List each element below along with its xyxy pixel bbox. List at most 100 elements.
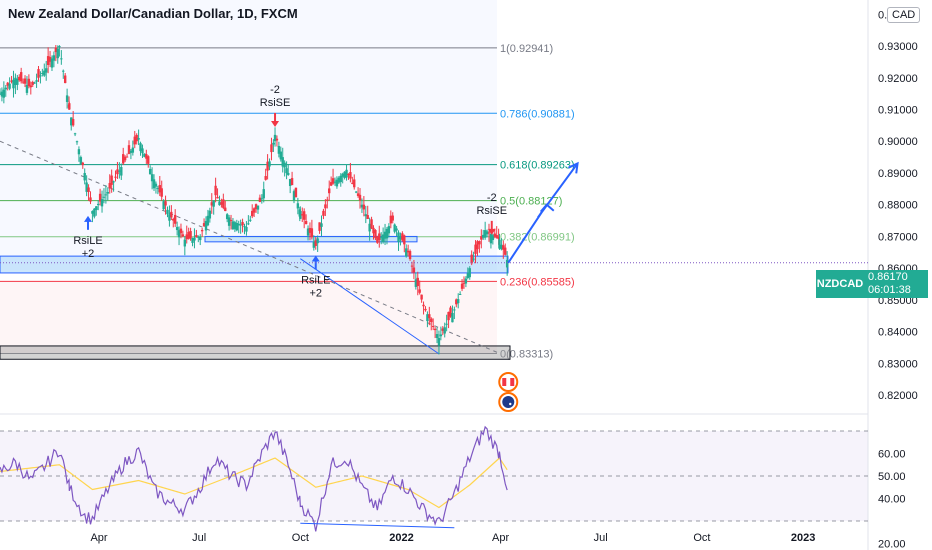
candle-body: [27, 78, 31, 87]
candle-body: [406, 250, 410, 253]
candle-body: [306, 228, 310, 236]
candle-body: [33, 82, 36, 84]
candle-body: [345, 169, 348, 178]
currency-badge[interactable]: CAD: [887, 7, 921, 23]
candle-body: [401, 233, 404, 241]
australia-flag-field: [502, 396, 515, 408]
candle-body: [229, 219, 233, 221]
signal-label: -2: [487, 192, 497, 204]
candle-body: [498, 239, 501, 249]
sell-signal-head: [271, 120, 280, 127]
candle-body: [470, 254, 473, 264]
candle-body: [351, 182, 354, 184]
candle-body: [437, 338, 441, 346]
candle-body: [430, 318, 433, 323]
candle-body: [378, 233, 381, 241]
candle-body: [173, 214, 177, 224]
candle-body: [120, 167, 123, 176]
candle-body: [324, 204, 327, 209]
price-tag-price: 0.86170: [868, 271, 908, 283]
candle-body: [170, 211, 173, 218]
candle-body: [358, 194, 362, 201]
candle-body: [296, 203, 300, 209]
candle-body: [356, 193, 360, 196]
candle-body: [46, 56, 50, 65]
candle-body: [328, 188, 331, 194]
price-tick-label: 0.88000: [878, 200, 918, 212]
candle-body: [408, 251, 412, 260]
candle-body: [224, 207, 227, 212]
candle-body: [70, 117, 73, 126]
candle-body: [71, 119, 75, 126]
candle-body: [87, 187, 90, 193]
signal-label: -2: [270, 84, 280, 96]
candle-body: [193, 237, 196, 241]
candle-body: [273, 134, 277, 142]
candle-body: [335, 179, 339, 187]
candle-body: [489, 233, 493, 244]
projection-arrowhead: [568, 161, 579, 174]
candle-body: [322, 210, 325, 216]
candle-body: [433, 328, 437, 331]
candle-body: [158, 185, 161, 193]
candle-body: [252, 208, 256, 213]
demand-zone-box: [0, 345, 511, 360]
candle-body: [208, 210, 212, 219]
candle-body: [154, 183, 158, 187]
candle-body: [445, 323, 448, 325]
candle-body: [368, 223, 371, 232]
candle-body: [393, 224, 396, 232]
candle-body: [152, 179, 156, 189]
buy-signal-head: [84, 215, 93, 222]
candle-body: [123, 156, 127, 161]
price-tag: NZDCAD 0.86170 06:01:38: [816, 270, 928, 298]
candle-body: [422, 304, 425, 307]
candle-body: [275, 138, 279, 141]
candle-body: [337, 177, 341, 183]
candle-body: [424, 308, 427, 311]
candle-body: [362, 204, 366, 210]
candle-body: [127, 145, 131, 154]
candle-body: [45, 68, 48, 73]
candle-body: [326, 199, 329, 201]
candle-body: [466, 273, 470, 278]
candle-body: [314, 240, 317, 246]
candle-body: [283, 162, 286, 168]
candle-body: [220, 202, 223, 205]
candle-body: [41, 72, 44, 74]
candle-body: [277, 145, 281, 154]
candle-body: [376, 237, 379, 243]
australia-flag-star: [509, 402, 512, 406]
candle-body: [416, 277, 419, 287]
candle-body: [468, 268, 471, 278]
candle-body: [100, 199, 104, 207]
candle-body: [397, 232, 400, 242]
candle-body: [197, 236, 200, 238]
candle-body: [420, 294, 423, 300]
candle-body: [202, 223, 206, 227]
candle-body: [68, 103, 71, 110]
candle-body: [453, 309, 456, 311]
candle-body: [464, 278, 468, 284]
candles: [0, 44, 509, 355]
candle-body: [260, 198, 264, 200]
price-tick-label: 0.93000: [878, 41, 918, 53]
candle-body: [135, 134, 138, 142]
candle-body: [251, 210, 254, 217]
candle-body: [19, 72, 23, 82]
candle-body: [262, 189, 265, 199]
candle-body: [8, 83, 11, 89]
candle-body: [195, 235, 198, 238]
candle-body: [216, 197, 219, 199]
candle-body: [116, 169, 119, 175]
candle-body: [360, 204, 364, 208]
canada-flag-icon: [498, 372, 519, 392]
candle-body: [231, 221, 235, 230]
candle-body: [206, 215, 210, 226]
candle-body: [353, 179, 356, 188]
candle-body: [12, 79, 15, 89]
rsi-tick-label: 20.00: [878, 539, 906, 550]
time-tick-label: 2023: [791, 532, 815, 544]
candle-body: [131, 147, 135, 153]
